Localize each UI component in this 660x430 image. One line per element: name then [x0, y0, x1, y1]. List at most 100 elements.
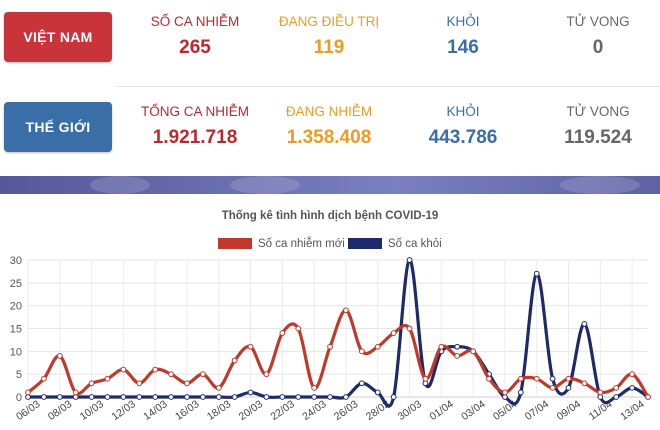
- data-point[interactable]: [120, 366, 127, 373]
- data-point[interactable]: [88, 380, 95, 387]
- data-point[interactable]: [56, 353, 63, 359]
- data-point[interactable]: [263, 394, 270, 400]
- legend-swatch[interactable]: [348, 238, 382, 249]
- data-point[interactable]: [199, 371, 206, 378]
- data-point[interactable]: [136, 380, 143, 387]
- data-point[interactable]: [454, 353, 461, 359]
- data-point[interactable]: [406, 257, 413, 263]
- data-point[interactable]: [152, 366, 159, 373]
- data-point[interactable]: [533, 375, 540, 382]
- stats-divider: [115, 86, 660, 87]
- data-point[interactable]: [120, 394, 127, 400]
- data-point[interactable]: [549, 375, 556, 382]
- data-point[interactable]: [136, 394, 143, 400]
- covid-chart: Thống kê tình hình dịch bệnh COVID-19 Số…: [0, 194, 660, 430]
- data-point[interactable]: [533, 270, 540, 277]
- data-point[interactable]: [358, 348, 365, 355]
- data-point[interactable]: [613, 384, 620, 391]
- x-tick-label: 16/03: [173, 398, 202, 423]
- world-cases-stat: TỔNG CA NHIỄM 1.921.718: [120, 102, 270, 151]
- data-point[interactable]: [629, 384, 636, 391]
- x-tick-label: 13/04: [618, 398, 647, 423]
- data-point[interactable]: [343, 394, 349, 400]
- data-point[interactable]: [168, 394, 174, 400]
- data-point[interactable]: [358, 380, 365, 387]
- series-line: [28, 258, 649, 408]
- data-point[interactable]: [581, 321, 588, 327]
- data-point[interactable]: [645, 394, 651, 400]
- vietnam-deaths-value: 0: [592, 37, 604, 58]
- data-point[interactable]: [247, 389, 254, 396]
- data-point[interactable]: [247, 343, 254, 350]
- world-badge[interactable]: THẾ GIỚI: [4, 102, 112, 152]
- data-point[interactable]: [613, 394, 620, 400]
- data-point[interactable]: [549, 384, 556, 391]
- data-point[interactable]: [152, 394, 159, 400]
- y-tick-label: 10: [10, 346, 22, 358]
- data-point[interactable]: [486, 375, 492, 382]
- world-row: THẾ GIỚI TỔNG CA NHIỄM 1.921.718 ĐANG NH…: [0, 102, 660, 160]
- data-point[interactable]: [470, 348, 477, 355]
- data-point[interactable]: [343, 307, 349, 314]
- data-point[interactable]: [597, 389, 604, 396]
- data-point[interactable]: [40, 375, 47, 382]
- x-tick-label: 18/03: [205, 398, 234, 423]
- data-point[interactable]: [104, 394, 111, 400]
- data-point[interactable]: [438, 343, 445, 350]
- data-point[interactable]: [406, 325, 413, 332]
- data-point[interactable]: [168, 371, 174, 378]
- data-point[interactable]: [502, 389, 508, 396]
- legend-label: Số ca nhiễm mới: [258, 237, 345, 250]
- data-point[interactable]: [454, 343, 461, 350]
- data-point[interactable]: [215, 394, 222, 400]
- data-point[interactable]: [374, 389, 381, 396]
- data-point[interactable]: [104, 375, 111, 382]
- y-axis-ticks: 0 5 10 15 20 25 30: [10, 255, 22, 404]
- data-point[interactable]: [517, 389, 524, 396]
- data-point[interactable]: [295, 325, 302, 332]
- data-point[interactable]: [311, 394, 318, 400]
- x-tick-label: 20/03: [237, 398, 266, 423]
- legend-swatch[interactable]: [218, 238, 252, 249]
- vietnam-cases-value: 265: [179, 37, 211, 58]
- x-tick-label: 08/03: [46, 398, 75, 423]
- data-point[interactable]: [327, 343, 333, 350]
- chart-title: Thống kê tình hình dịch bệnh COVID-19: [222, 210, 439, 222]
- data-point[interactable]: [565, 384, 572, 391]
- vietnam-recovered-value: 146: [447, 37, 479, 58]
- x-axis-ticks: 06/03 08/03 10/03 12/03 14/03 16/03 18/03 20/03…: [14, 398, 647, 423]
- data-point[interactable]: [581, 380, 588, 387]
- legend-label: Số ca khỏi: [388, 238, 442, 250]
- data-point[interactable]: [311, 384, 318, 391]
- data-point[interactable]: [263, 371, 270, 378]
- data-point[interactable]: [390, 330, 397, 336]
- data-point[interactable]: [295, 394, 302, 400]
- data-point[interactable]: [231, 394, 238, 400]
- data-point[interactable]: [565, 375, 572, 382]
- series-new-cases: [25, 307, 651, 400]
- data-point[interactable]: [72, 389, 79, 396]
- world-recovered-value: 443.786: [428, 127, 498, 148]
- data-point[interactable]: [40, 394, 47, 400]
- world-deaths-stat: TỬ VONG 119.524: [523, 102, 660, 151]
- data-point[interactable]: [390, 394, 397, 400]
- data-point[interactable]: [56, 394, 63, 400]
- data-point[interactable]: [184, 380, 190, 387]
- vietnam-recovered-label: KHỎI: [446, 14, 480, 29]
- vietnam-treating-value: 119: [313, 37, 345, 58]
- data-point[interactable]: [184, 394, 190, 400]
- data-point[interactable]: [25, 389, 31, 396]
- data-point[interactable]: [629, 371, 636, 378]
- data-point[interactable]: [279, 330, 286, 336]
- data-point[interactable]: [215, 384, 222, 391]
- data-point[interactable]: [231, 357, 238, 364]
- data-point[interactable]: [327, 394, 333, 400]
- data-point[interactable]: [422, 375, 429, 382]
- world-cases-value: 1.921.718: [152, 127, 238, 148]
- data-point[interactable]: [199, 394, 206, 400]
- data-point[interactable]: [279, 394, 286, 400]
- vietnam-badge[interactable]: VIỆT NAM: [4, 12, 112, 62]
- data-point[interactable]: [374, 343, 381, 350]
- data-point[interactable]: [88, 394, 95, 400]
- data-point[interactable]: [517, 375, 524, 382]
